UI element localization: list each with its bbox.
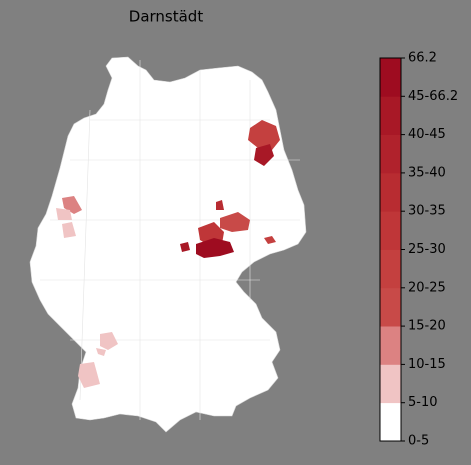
colorbar-label: 35-40 [408,165,446,180]
colorbar-segment [380,172,401,212]
map-title: Darnstädt [129,8,204,26]
colorbar-label: 10-15 [408,357,446,372]
region [254,144,274,166]
colorbar-segment [380,96,401,135]
colorbar-segment [380,287,401,327]
region [100,332,118,350]
colorbar-segment [380,58,401,97]
region [196,238,234,258]
colorbar: 0-5 5-10 10-15 15-20 20-25 25-30 30-35 35-40 40-… [379,51,458,449]
country-outline [29,56,307,433]
colorbar-label: 0-5 [408,434,429,449]
colorbar-segment [380,211,401,250]
region [56,208,72,220]
colorbar-label: 45-66.2 [408,89,458,104]
region [62,196,82,214]
colorbar-label: 5-10 [408,395,438,410]
germany-map [29,56,307,433]
region [248,120,280,150]
colorbar-label: 25-30 [408,242,446,257]
region [62,222,76,238]
colorbar-label: 30-35 [408,204,446,219]
region [216,200,224,210]
region [96,348,106,356]
region [180,242,190,252]
region [78,362,100,388]
colorbar-segment [380,134,401,174]
colorbar-label: 40-45 [408,127,446,142]
highlighted-regions [56,120,280,388]
colorbar-segment [380,402,401,442]
colorbar-segment [380,326,401,365]
colorbar-segment [380,249,401,289]
colorbar-segment [380,364,401,404]
colorbar-label: 15-20 [408,319,446,334]
colorbar-label: 66.2 [408,51,437,66]
region [264,236,276,244]
region [220,212,250,232]
colorbar-label: 20-25 [408,280,446,295]
